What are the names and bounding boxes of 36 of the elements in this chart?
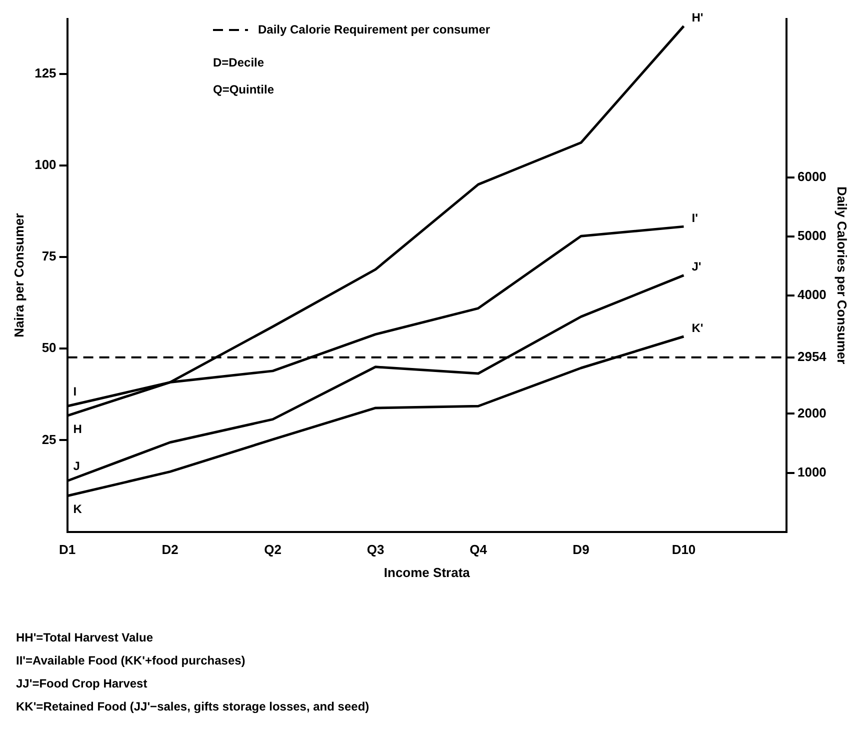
x-tick-label: D2 [162,542,178,558]
x-tick-label: D1 [58,542,76,558]
legend-label: Daily Calorie Requirement per consumer [258,22,490,36]
x-tick-label: D9 [572,542,590,558]
x-tick-label: D10 [672,542,696,558]
annotation: K [73,502,82,516]
y-axis-title: Naira per Consumer [11,213,26,338]
y-tick-label: 25 [42,432,56,447]
text: II'=Available Food (KK'+food purchases) [16,653,246,668]
y2-tick-label: 4000 [797,287,826,302]
annotation: J' [692,260,702,274]
annotation: K' [692,320,704,335]
y-tick-label: 125 [34,65,56,80]
text: JJ'=Food Crop Harvest [16,676,148,690]
y2-tick-label: 6000 [797,169,826,184]
annotation: H [73,422,82,436]
y-tick-label: 100 [34,156,56,172]
text: HH'=Total Harvest Value [16,630,154,644]
y-tick-label: 50 [42,340,56,356]
y-tick-label: 75 [42,248,56,264]
annotation: D=Decile [213,55,264,70]
text: KK'=Retained Food (JJ'−sales, gifts storage losses, and seed) [16,699,370,714]
y2-tick-label: 1000 [797,464,826,480]
annotation: H' [692,10,704,24]
x-tick-label: Q2 [264,542,282,558]
annotation: I [73,384,77,398]
annotation: J [73,459,80,474]
y2-tick-label: 2000 [797,405,826,420]
annotation: I' [692,210,698,225]
y2-tick-label: 5000 [797,228,826,244]
y2-axis-title: Daily Calories per Consumer [834,186,850,364]
y2-tick-label: 2954 [797,348,828,364]
x-tick-label: Q3 [366,542,384,558]
x-axis-title: Income Strata [384,564,471,580]
x-tick-label: Q4 [470,542,488,558]
annotation: Q=Quintile [213,82,274,96]
